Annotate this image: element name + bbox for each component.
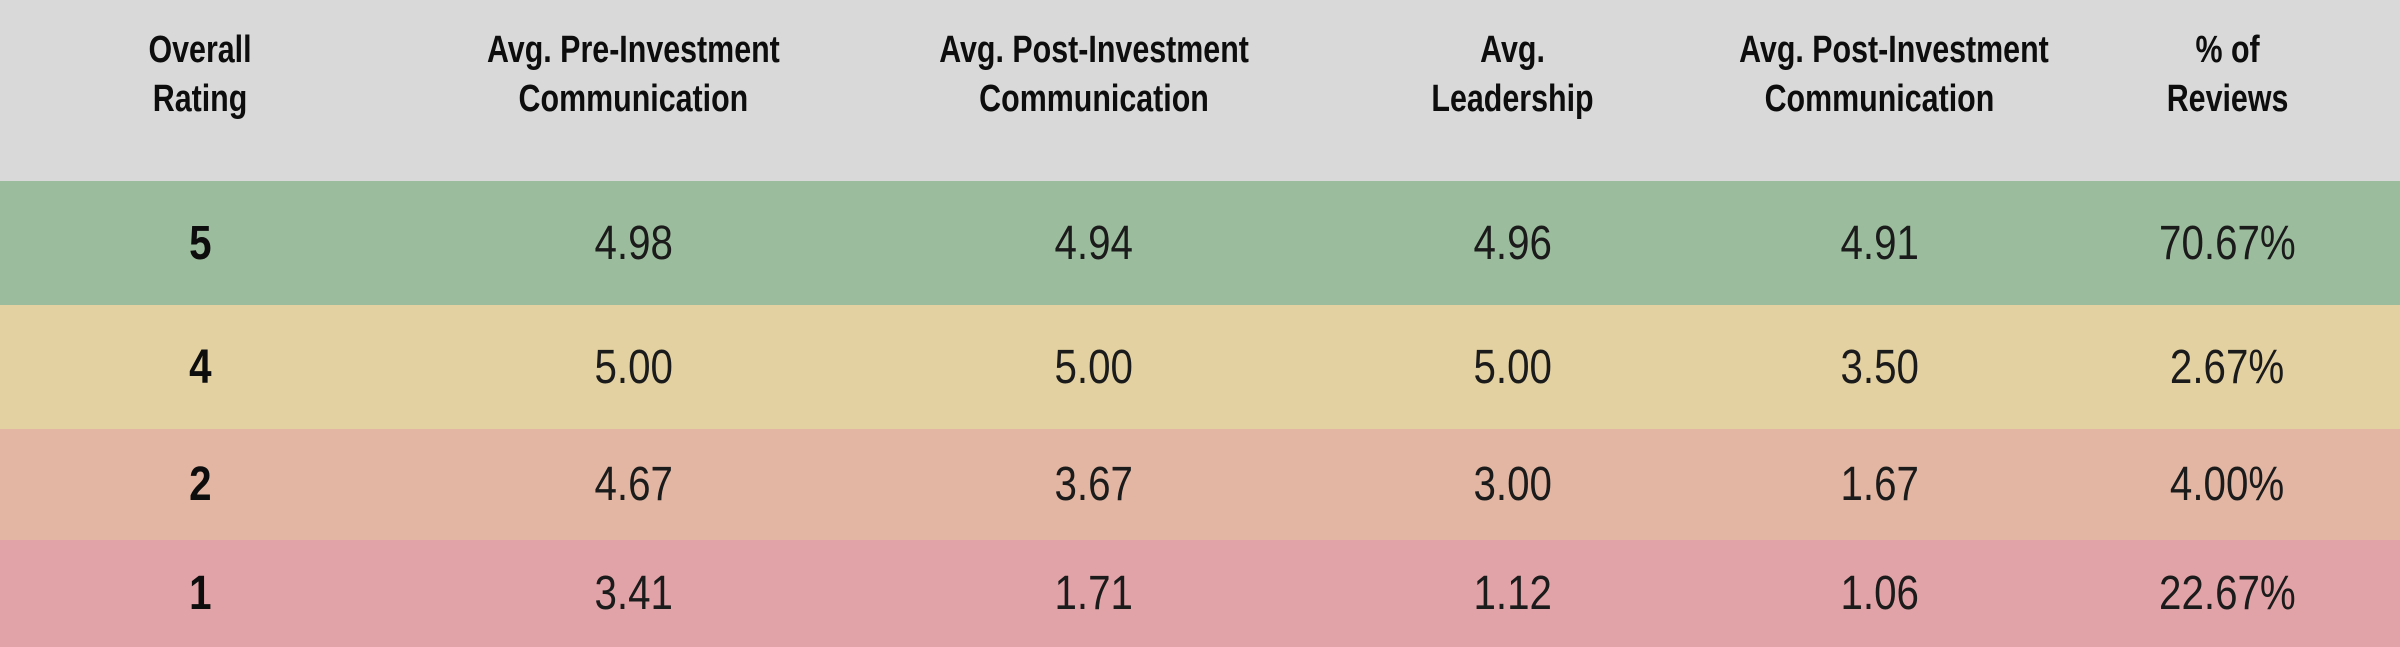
cell-value: 5.00 <box>1473 340 1552 394</box>
cell-value: 2 <box>188 458 212 511</box>
cell-value: 1.06 <box>1840 567 1919 620</box>
cell-avg-post-investment-communication-2: 1.67 <box>1704 457 2055 512</box>
cell-value: 5 <box>188 216 212 270</box>
column-header-label: Communication <box>518 78 749 120</box>
cell-avg-leadership: 1.12 <box>1321 566 1704 621</box>
table-row-rating-4: 4 5.00 5.00 5.00 3.50 2.67% <box>0 305 2400 429</box>
cell-value: 1.67 <box>1840 458 1919 511</box>
table-row-rating-5: 5 4.98 4.94 4.96 4.91 70.67% <box>0 181 2400 305</box>
column-header-label: Avg. Post-Investment <box>1739 29 2049 71</box>
cell-overall-rating: 4 <box>0 340 400 395</box>
cell-pct-of-reviews: 22.67% <box>2055 566 2400 621</box>
cell-overall-rating: 1 <box>0 566 400 621</box>
column-header-label: Overall <box>148 29 252 71</box>
cell-avg-pre-investment-communication: 5.00 <box>400 340 867 395</box>
cell-value: 4.67 <box>594 458 673 511</box>
column-header-label: Rating <box>152 78 248 120</box>
cell-overall-rating: 5 <box>0 216 400 271</box>
cell-avg-post-investment-communication: 3.67 <box>867 457 1321 512</box>
cell-value: 4.94 <box>1054 216 1134 270</box>
cell-pct-of-reviews: 4.00% <box>2055 457 2400 512</box>
cell-value: 4 <box>188 340 212 394</box>
column-header-label: Communication <box>1764 78 1995 120</box>
cell-value: 70.67% <box>2159 216 2296 270</box>
cell-value: 3.50 <box>1840 340 1919 394</box>
column-header-label: Leadership <box>1431 78 1594 120</box>
table-row-rating-1: 1 3.41 1.71 1.12 1.06 22.67% <box>0 540 2400 647</box>
cell-avg-leadership: 3.00 <box>1321 457 1704 512</box>
cell-value: 3.00 <box>1473 458 1552 511</box>
cell-value: 1 <box>188 567 212 620</box>
cell-pct-of-reviews: 70.67% <box>2055 216 2400 271</box>
column-header-label: Avg. Post-Investment <box>939 29 1249 71</box>
column-header-label: Communication <box>979 78 1209 120</box>
cell-avg-pre-investment-communication: 3.41 <box>400 566 867 621</box>
cell-avg-leadership: 4.96 <box>1321 216 1704 271</box>
cell-value: 1.12 <box>1473 567 1552 620</box>
cell-pct-of-reviews: 2.67% <box>2055 340 2400 395</box>
cell-overall-rating: 2 <box>0 457 400 512</box>
cell-value: 4.98 <box>594 216 673 270</box>
column-header-label: % of <box>2195 29 2260 71</box>
table-header-row: Overall Rating Avg. Pre-Investment Commu… <box>0 0 2400 181</box>
cell-value: 4.91 <box>1840 216 1919 270</box>
column-header-avg-leadership: Avg. Leadership <box>1321 26 1704 181</box>
cell-avg-post-investment-communication-2: 3.50 <box>1704 340 2055 395</box>
cell-value: 4.96 <box>1473 216 1552 270</box>
column-header-label: Reviews <box>2166 78 2289 120</box>
column-header-avg-post-investment-communication-2: Avg. Post-Investment Communication <box>1704 26 2055 181</box>
cell-avg-post-investment-communication: 5.00 <box>867 340 1321 395</box>
cell-value: 4.00% <box>2170 458 2285 511</box>
column-header-avg-pre-investment-communication: Avg. Pre-Investment Communication <box>400 26 867 181</box>
cell-avg-post-investment-communication-2: 4.91 <box>1704 216 2055 271</box>
cell-value: 3.41 <box>594 567 673 620</box>
cell-avg-post-investment-communication-2: 1.06 <box>1704 566 2055 621</box>
column-header-label: Avg. Pre-Investment <box>487 29 780 71</box>
cell-value: 5.00 <box>594 340 673 394</box>
cell-avg-pre-investment-communication: 4.98 <box>400 216 867 271</box>
table-row-rating-2: 2 4.67 3.67 3.00 1.67 4.00% <box>0 429 2400 540</box>
column-header-label: Avg. <box>1480 29 1545 71</box>
cell-value: 1.71 <box>1054 567 1134 620</box>
cell-avg-post-investment-communication: 4.94 <box>867 216 1321 271</box>
cell-value: 2.67% <box>2170 340 2285 394</box>
cell-avg-post-investment-communication: 1.71 <box>867 566 1321 621</box>
cell-value: 5.00 <box>1054 340 1134 394</box>
column-header-overall-rating: Overall Rating <box>0 26 400 181</box>
column-header-pct-of-reviews: % of Reviews <box>2055 26 2400 181</box>
cell-avg-leadership: 5.00 <box>1321 340 1704 395</box>
cell-value: 22.67% <box>2159 567 2296 620</box>
cell-value: 3.67 <box>1054 458 1134 511</box>
cell-avg-pre-investment-communication: 4.67 <box>400 457 867 512</box>
column-header-avg-post-investment-communication: Avg. Post-Investment Communication <box>867 26 1321 181</box>
